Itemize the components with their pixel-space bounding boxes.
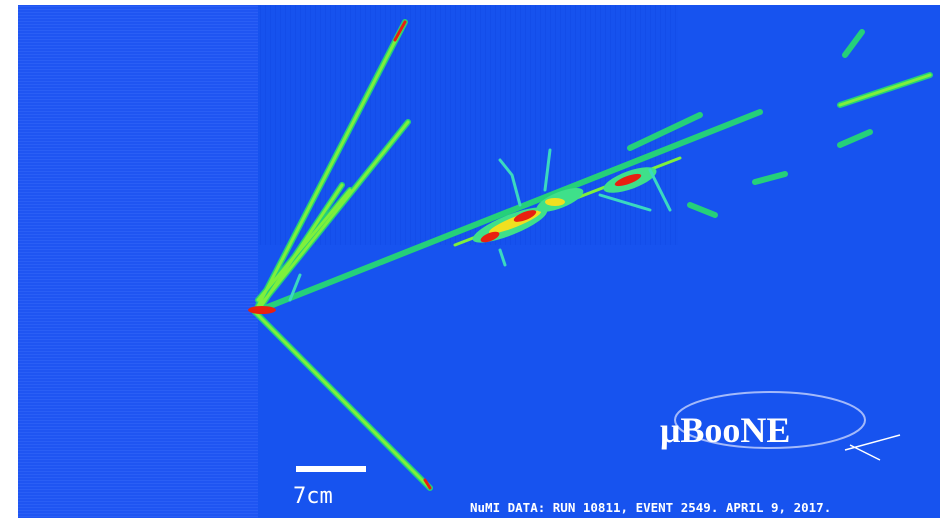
inactive-region — [18, 5, 258, 518]
scale-bar-label: 7cm — [293, 484, 333, 509]
caption: NuMI DATA: RUN 10811, EVENT 2549. APRIL … — [470, 500, 831, 515]
vertex — [248, 306, 276, 314]
page: {"scale_bar_label": "7cm", "logo": "μBoo… — [0, 0, 943, 521]
noise-region — [258, 5, 678, 245]
scale-bar — [296, 466, 366, 472]
logo-text: μBooNE — [660, 410, 790, 450]
event-display: 7cm μBooNE NuMI DATA: RUN 10811, EVENT 2… — [0, 0, 943, 521]
